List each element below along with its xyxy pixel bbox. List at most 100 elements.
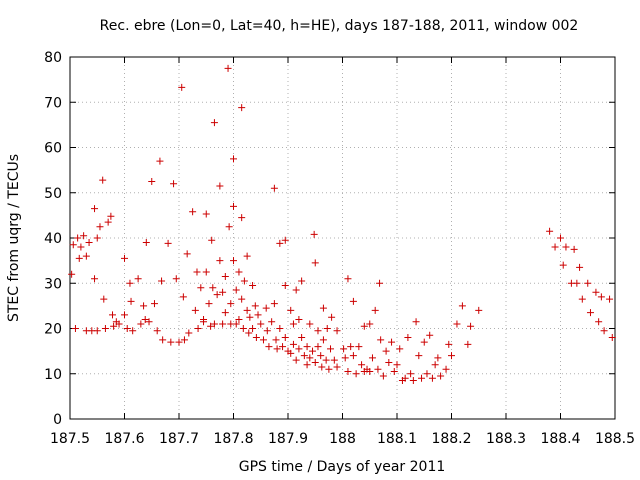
data-point [295,315,303,323]
data-point [445,340,453,348]
data-point [352,370,360,378]
data-point [189,208,197,216]
data-point [328,313,336,321]
data-point [576,263,584,271]
data-point [193,268,201,276]
data-point [69,241,77,249]
data-point [608,334,616,342]
data-point [167,338,175,346]
data-point [319,336,327,344]
data-point [388,338,396,346]
y-tick-label: 20 [44,322,62,338]
data-point [96,223,104,231]
data-point [219,320,227,328]
data-point [134,275,142,283]
data-point [340,345,348,353]
data-point [423,370,431,378]
data-point [311,259,319,267]
data-point [318,363,326,371]
data-point [245,329,253,337]
data-point [202,210,210,218]
x-tick-label: 187.9 [268,431,308,447]
data-point [273,345,281,353]
data-point [467,322,475,330]
data-point [175,338,183,346]
data-point [374,365,382,373]
data-point [586,309,594,317]
data-point [377,336,385,344]
data-point [180,336,188,344]
data-point [224,64,232,72]
data-point [225,223,233,231]
data-point [249,282,257,290]
data-point [551,243,559,251]
data-point [341,354,349,362]
data-point [77,243,85,251]
data-point [287,349,295,357]
data-point [208,236,216,244]
data-point [148,177,156,185]
data-point [202,268,210,276]
data-point [368,354,376,362]
data-point [197,284,205,292]
data-point [85,239,93,247]
data-point [115,320,123,328]
data-point [156,157,164,165]
data-point [360,322,368,330]
data-point [597,293,605,301]
data-point [259,336,267,344]
data-point [207,322,215,330]
data-point [276,239,284,247]
data-points [68,64,616,385]
data-point [303,361,311,369]
data-point [191,306,199,314]
data-point [289,320,297,328]
data-point [93,327,101,335]
data-point [126,279,134,287]
data-point [281,334,289,342]
data-point [366,367,374,375]
data-point [142,239,150,247]
data-point [330,356,338,364]
data-point [230,257,237,265]
data-point [401,374,409,382]
data-point [185,329,193,337]
data-point [407,370,415,378]
data-point [268,318,276,326]
data-point [300,352,308,360]
y-axis-label: STEC from uqrg / TECUs [6,154,22,322]
data-point [74,234,82,242]
data-point [382,347,390,355]
data-point [141,315,149,323]
data-point [390,367,398,375]
data-point [333,327,341,335]
data-point [238,104,246,112]
data-point [327,345,335,353]
y-tick-labels: 0 10 20 30 40 50 60 70 80 [44,50,62,428]
data-point [216,257,224,265]
data-point [319,304,327,312]
data-point [137,320,145,328]
data-point [262,304,270,312]
data-point [75,254,83,262]
data-point [221,272,229,280]
data-point [164,239,172,247]
data-point [263,327,271,335]
data-point [93,234,101,242]
data-point [107,212,115,220]
data-point [254,311,262,319]
data-point [232,286,240,294]
data-point [179,293,187,301]
data-point [595,318,603,326]
data-point [251,302,259,310]
grid-lines [70,57,615,419]
data-point [311,358,319,366]
data-point [546,227,554,235]
data-point [257,320,265,328]
data-point [298,277,306,285]
data-point [159,336,167,344]
data-point [475,306,483,314]
data-point [121,254,128,262]
data-point [379,372,387,380]
data-point [213,291,221,299]
